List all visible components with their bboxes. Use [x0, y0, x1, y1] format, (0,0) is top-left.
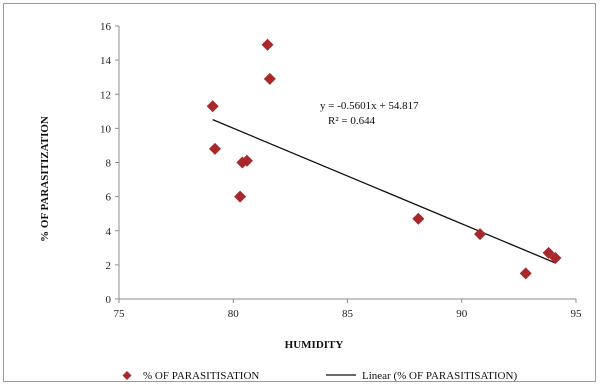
chart-frame: 0 2 4 6 8 10 12 14 16 75 80 85 90 95 y = -0.5601x + 5… [3, 3, 596, 382]
legend: % OF PARASITISATION Linear (% OF PARASIT… [122, 370, 517, 382]
data-point [412, 212, 425, 225]
y-tick-label: 16 [100, 21, 112, 33]
r-squared-label: R² = 0.644 [328, 115, 376, 127]
y-tick-label: 14 [100, 55, 112, 67]
legend-series-label: % OF PARASITISATION [143, 370, 259, 382]
x-tick-label: 90 [456, 308, 468, 320]
x-tick-label: 85 [342, 308, 354, 320]
x-tick-label: 95 [571, 308, 583, 320]
y-tick-label: 10 [100, 123, 112, 135]
y-tick-label: 12 [100, 89, 111, 101]
y-axis-title: % OF PARASITIZATION [39, 116, 51, 242]
y-tick-label: 0 [106, 294, 112, 306]
y-tick-label: 8 [106, 158, 112, 170]
trendline-equation: y = -0.5601x + 54.817 [320, 100, 419, 112]
data-point [261, 38, 274, 51]
data-points [206, 38, 562, 280]
axes [118, 26, 576, 300]
legend-diamond-marker [122, 371, 132, 380]
y-tick-label: 2 [106, 260, 112, 272]
trendline-layer [212, 119, 556, 264]
legend-trendline-label: Linear (% OF PARASITISATION) [362, 370, 517, 382]
y-tick-label: 4 [106, 226, 112, 238]
data-point [519, 267, 532, 280]
x-axis-title: HUMIDITY [285, 339, 344, 351]
data-point [240, 154, 253, 167]
data-point [234, 190, 247, 203]
data-point [263, 72, 276, 85]
tick-labels: 0 2 4 6 8 10 12 14 16 75 80 85 90 95 [100, 21, 582, 320]
x-tick-label: 75 [114, 308, 126, 320]
data-point [474, 228, 487, 241]
data-point [549, 252, 562, 265]
scatter-chart: 0 2 4 6 8 10 12 14 16 75 80 85 90 95 y = -0.5601x + 5… [39, 21, 582, 382]
x-tick-label: 80 [228, 308, 240, 320]
data-point [208, 142, 221, 155]
data-point [206, 100, 219, 113]
trendline [212, 119, 556, 264]
y-tick-label: 6 [106, 192, 112, 204]
